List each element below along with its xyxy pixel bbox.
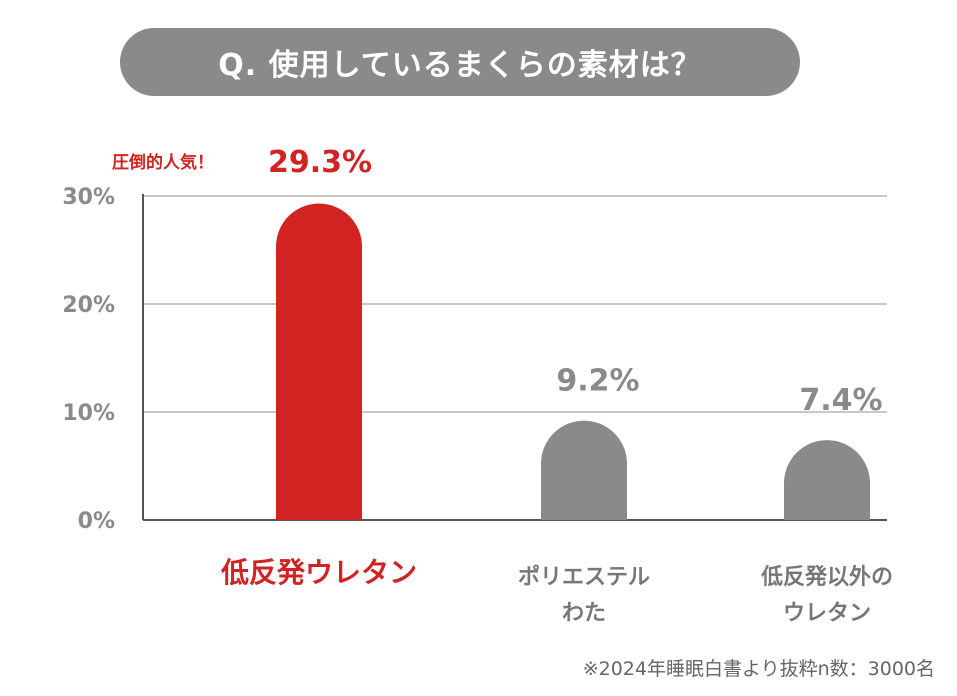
bar-value-label: 9.2% xyxy=(556,364,639,399)
highlight-note: 圧倒的人気！ xyxy=(112,152,214,173)
category-label: ポリエステル xyxy=(518,564,650,590)
chart-title: Q. 使用しているまくらの素材は？ xyxy=(218,48,702,83)
category-label: 低反発以外の xyxy=(760,564,893,590)
footnote: ※2024年睡眠白書より抜粋n数：3000名 xyxy=(582,658,935,680)
y-tick-label: 0% xyxy=(78,509,115,534)
bar xyxy=(784,440,870,520)
bar-value-label: 29.3% xyxy=(268,145,372,180)
y-tick-label: 30% xyxy=(62,185,115,210)
category-label: 低反発ウレタン xyxy=(220,556,417,589)
bar-value-label: 7.4% xyxy=(799,383,882,418)
category-label: ウレタン xyxy=(783,601,871,626)
y-tick-label: 20% xyxy=(62,293,115,318)
category-label: わた xyxy=(562,601,606,626)
title-banner: Q. 使用しているまくらの素材は？ xyxy=(120,28,800,96)
y-tick-label: 10% xyxy=(62,401,115,426)
bar xyxy=(541,420,627,520)
bar xyxy=(276,203,362,520)
